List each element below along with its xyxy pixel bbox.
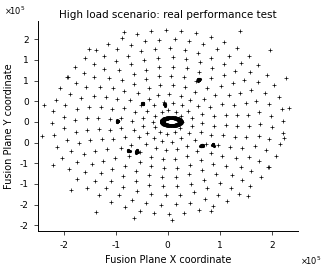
X-axis label: Fusion Plane X coordinate: Fusion Plane X coordinate: [105, 255, 231, 265]
Text: $\times\!10^5$: $\times\!10^5$: [4, 4, 25, 17]
Title: High load scenario: real performance test: High load scenario: real performance tes…: [59, 10, 276, 20]
Text: $\times\!10^5$: $\times\!10^5$: [300, 255, 322, 267]
Y-axis label: Fusion Plane Y coordinate: Fusion Plane Y coordinate: [4, 63, 14, 189]
